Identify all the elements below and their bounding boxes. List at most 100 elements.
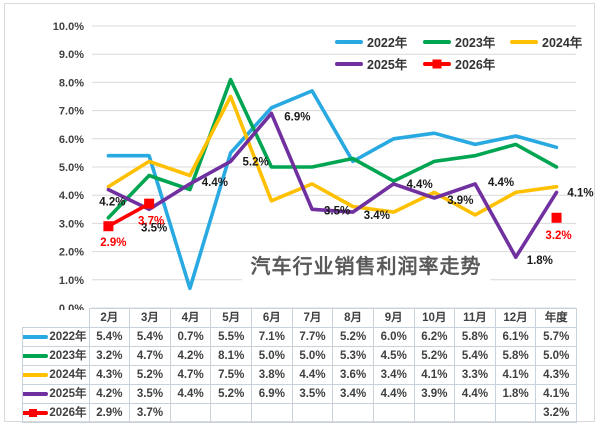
series-line-icon: [23, 354, 49, 358]
table-cell: 7.7%: [291, 327, 334, 347]
table-cell: 4.5%: [372, 346, 415, 366]
data-table-body: 2022年 5.4% 5.4% 0.7% 5.5% 7.1% 7.7% 5.2% 6.0% 6.2…: [22, 327, 577, 423]
y-axis-tick-label: 0.0%: [59, 303, 84, 310]
table-cell: 4.4%: [291, 365, 334, 385]
table-cell: 7.1%: [251, 327, 293, 347]
table-cell: 7.5%: [210, 365, 252, 385]
series-line-icon: [23, 409, 49, 417]
table-cell: 4.1%: [413, 365, 456, 385]
profit-margin-line-chart: 0.0% 1.0% 2.0% 3.0% 4.0% 5.0% 6.0% 7.0% 8.0% 9.0%…: [53, 21, 594, 310]
y-axis-tick-label: 8.0%: [59, 77, 84, 89]
table-cell: 3.4%: [372, 365, 415, 385]
y-axis-tick-label: 1.0%: [59, 275, 84, 287]
table-cell: 4.4%: [454, 384, 496, 404]
y-axis-tick-label: 3.0%: [59, 218, 84, 230]
series-line-2026: [106, 201, 151, 228]
table-cell: 5.4%: [88, 327, 131, 347]
data-label: 3.4%: [364, 210, 390, 222]
data-table: 2月 3月 4月 5月 6月 7月 8月 9月 10月 11月 12月 年度 2022年 5.4% 5.4…: [22, 308, 577, 423]
table-cell: 3.8%: [251, 365, 293, 385]
series-line-2024: [106, 94, 559, 217]
data-label: 3.7%: [138, 216, 164, 228]
table-cell: [251, 403, 293, 423]
table-cell: 4.1%: [494, 365, 537, 385]
table-cell: 5.4%: [454, 346, 496, 366]
table-row-label-cell: 2024年: [22, 365, 90, 385]
table-row: 2024年 4.3% 5.2% 4.7% 7.5% 3.8% 4.4% 3.6% 3.4% 4.1…: [22, 365, 577, 385]
table-column-header: 2月: [88, 308, 131, 328]
table-cell: 5.7%: [535, 327, 577, 347]
table-row-label: 2026年: [49, 407, 87, 419]
table-cell: 3.4%: [332, 384, 374, 404]
table-cell: 6.0%: [372, 327, 415, 347]
table-cell: 4.2%: [88, 384, 131, 404]
data-label: 5.2%: [243, 156, 269, 168]
table-column-header: 10月: [413, 308, 456, 328]
table-cell: 6.2%: [413, 327, 456, 347]
table-cell: 3.9%: [413, 384, 456, 404]
table-cell: 3.6%: [332, 365, 374, 385]
table-cell: 5.2%: [210, 384, 252, 404]
data-label: 4.4%: [406, 179, 432, 191]
table-cell: [210, 403, 252, 423]
table-cell: 6.9%: [251, 384, 293, 404]
data-label: 3.5%: [324, 205, 350, 217]
table-cell: 5.2%: [129, 365, 171, 385]
table-row-label: 2025年: [49, 388, 87, 400]
table-cell: 5.4%: [129, 327, 171, 347]
table-cell: [169, 403, 212, 423]
table-row-label: 2024年: [49, 369, 87, 381]
data-label: 3.9%: [447, 195, 473, 207]
data-table-header: 2月 3月 4月 5月 6月 7月 8月 9月 10月 11月 12月 年度: [23, 308, 577, 328]
table-cell: [454, 403, 496, 423]
data-label: 4.4%: [202, 177, 228, 189]
table-cell: [372, 403, 415, 423]
data-point-marker: [144, 198, 155, 209]
table-row: 2025年 4.2% 3.5% 4.4% 5.2% 6.9% 3.5% 3.4% 4.4% 3.9…: [22, 384, 577, 404]
series-line-2022: [106, 89, 559, 291]
square-marker-icon: [29, 409, 38, 417]
table-cell: 5.3%: [332, 346, 374, 366]
chart-title: 汽车行业销售利润率走势: [242, 254, 490, 281]
table-cell: [413, 403, 456, 423]
table-column-header: 8月: [332, 308, 374, 328]
series-line-icon: [23, 392, 49, 396]
data-label: 4.4%: [488, 177, 514, 189]
table-row: 2023年 3.2% 4.7% 4.2% 8.1% 5.0% 5.0% 5.3% 4.5% 5.2…: [22, 346, 577, 366]
table-cell: 8.1%: [210, 346, 252, 366]
data-label: 4.2%: [99, 197, 125, 209]
table-cell: 5.2%: [413, 346, 456, 366]
table-cell: 3.2%: [535, 403, 577, 423]
table-cell: 5.0%: [535, 346, 577, 366]
y-axis-tick-label: 4.0%: [59, 190, 84, 202]
table-cell: 1.8%: [494, 384, 537, 404]
table-row: 2022年 5.4% 5.4% 0.7% 5.5% 7.1% 7.7% 5.2% 6.0% 6.2…: [22, 327, 577, 347]
table-row-label-cell: 2023年: [22, 346, 90, 366]
table-cell: [291, 403, 334, 423]
data-point-marker: [103, 221, 114, 232]
table-cell: 3.3%: [454, 365, 496, 385]
table-column-header: 11月: [454, 308, 496, 328]
y-axis-tick-label: 7.0%: [59, 106, 84, 118]
data-point-marker: [551, 212, 562, 223]
table-row: 2026年 2.9% 3.7% 3.2%: [22, 403, 577, 423]
data-label: 3.5%: [141, 222, 167, 234]
table-cell: [494, 403, 537, 423]
table-cell: 4.4%: [169, 384, 212, 404]
table-cell: 5.8%: [494, 346, 537, 366]
table-cell: 4.2%: [169, 346, 212, 366]
table-column-header: 年度: [535, 308, 577, 328]
table-cell: 4.3%: [88, 365, 131, 385]
data-label: 2.9%: [100, 237, 126, 249]
table-cell: 5.0%: [251, 346, 293, 366]
table-cell: 5.5%: [210, 327, 252, 347]
table-column-header: 7月: [291, 308, 334, 328]
table-column-header: 12月: [494, 308, 537, 328]
table-cell: 4.1%: [535, 384, 577, 404]
y-axis-tick-label: 6.0%: [59, 134, 84, 146]
table-cell: 4.7%: [169, 365, 212, 385]
data-label: 6.9%: [284, 111, 310, 123]
table-cell: 2.9%: [88, 403, 131, 423]
y-axis-tick-label: 10.0%: [53, 21, 84, 33]
